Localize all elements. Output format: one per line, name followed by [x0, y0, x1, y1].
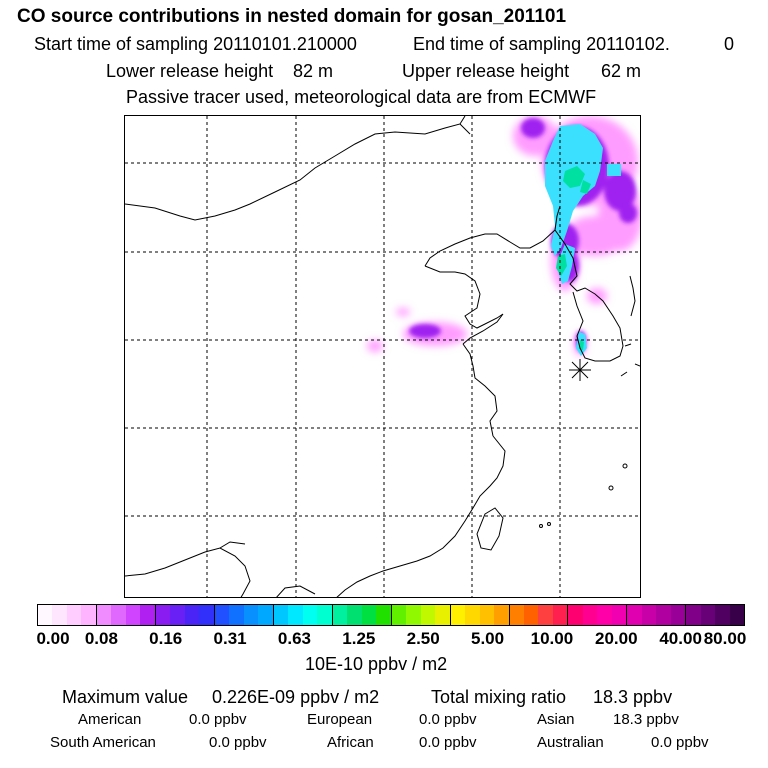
- colorbar-segment: [686, 605, 701, 625]
- colorbar-tick-label: 2.50: [406, 629, 440, 648]
- end-time-label: End time of sampling 20110102.: [413, 34, 670, 54]
- colorbar-segment: [243, 605, 259, 625]
- colorbar-segment: [627, 605, 642, 625]
- colorbar-segment: [670, 605, 687, 625]
- colorbar-segment: [302, 605, 318, 625]
- colorbar-tick-label: 5.00: [470, 629, 505, 648]
- page-title: CO source contributions in nested domain…: [17, 6, 567, 27]
- colorbar-tick-label: 40.00: [659, 629, 702, 648]
- colorbar-segment: [729, 605, 745, 625]
- upper-release-label: Upper release height: [402, 61, 570, 81]
- colorbar-segment: [317, 605, 333, 625]
- colorbar-segment: [568, 605, 583, 625]
- colorbar-segment: [376, 605, 392, 625]
- tracer-note: Passive tracer used, meteorological data…: [126, 87, 597, 107]
- start-time-label: Start time of sampling 20110101.210000: [34, 34, 357, 54]
- asian-value: 18.3 ppbv: [613, 711, 679, 728]
- total-mixing-value: 18.3 ppbv: [593, 687, 673, 707]
- american-label: American: [78, 711, 142, 728]
- colorbar-segment: [66, 605, 82, 625]
- lower-release-label: Lower release height: [106, 61, 274, 81]
- colorbar-segment: [170, 605, 185, 625]
- max-value: 0.226E-09 ppbv / m2: [212, 687, 380, 707]
- colorbar-segment: [435, 605, 451, 625]
- concentration-plume: [367, 116, 640, 356]
- colorbar-tick-label: 0.00: [36, 629, 70, 648]
- colorbar-segment: [582, 605, 598, 625]
- colorbar-segment: [288, 605, 303, 625]
- colorbar-segment: [81, 605, 97, 625]
- colorbar-segment: [140, 605, 156, 625]
- colorbar-segment: [494, 605, 510, 625]
- colorbar-segment: [273, 605, 289, 625]
- colorbar-segment: [597, 605, 612, 625]
- colorbar-segment: [38, 605, 53, 625]
- colorbar-segment: [656, 605, 671, 625]
- colorbar-tick-label: 0.31: [213, 629, 247, 648]
- colorbar-segment: [552, 605, 569, 625]
- colorbar: [37, 604, 745, 626]
- colorbar-segment: [361, 605, 377, 625]
- colorbar-tick-label: 80.00: [703, 629, 747, 648]
- colorbar-segment: [347, 605, 362, 625]
- receptor-star-marker: [569, 359, 591, 381]
- colorbar-segment: [214, 605, 230, 625]
- map-gridlines: [125, 116, 640, 597]
- european-value: 0.0 ppbv: [419, 711, 477, 728]
- colorbar-segment: [332, 605, 348, 625]
- european-label: European: [307, 711, 373, 728]
- colorbar-tick-label: 0.08: [84, 629, 118, 648]
- map-canvas: [125, 116, 640, 597]
- lower-release-value: 82 m: [293, 61, 334, 81]
- colorbar-unit-label: 10E-10 ppbv / m2: [305, 654, 448, 674]
- colorbar-segment: [155, 605, 171, 625]
- colorbar-segment: [538, 605, 553, 625]
- african-value: 0.0 ppbv: [419, 734, 477, 751]
- australian-value: 0.0 ppbv: [651, 734, 709, 751]
- end-time-value: 0: [724, 34, 735, 54]
- colorbar-segment: [715, 605, 730, 625]
- colorbar-segment: [184, 605, 200, 625]
- asian-label: Asian: [537, 711, 575, 728]
- african-label: African: [327, 734, 374, 751]
- colorbar-segment: [700, 605, 716, 625]
- colorbar-segment: [125, 605, 141, 625]
- max-value-label: Maximum value: [62, 687, 189, 707]
- colorbar-tick-label: 20.00: [594, 629, 638, 648]
- coastlines: [125, 116, 640, 597]
- colorbar-tick-label: 1.25: [342, 629, 376, 648]
- colorbar-segment: [229, 605, 244, 625]
- colorbar-tick-label: 0.63: [277, 629, 311, 648]
- upper-release-value: 62 m: [601, 61, 642, 81]
- colorbar-segment: [509, 605, 524, 625]
- colorbar-segment: [96, 605, 112, 625]
- colorbar-segment: [391, 605, 407, 625]
- colorbar-segment: [641, 605, 657, 625]
- total-mixing-label: Total mixing ratio: [431, 687, 567, 707]
- colorbar-segment: [111, 605, 126, 625]
- colorbar-tick-label: 10.00: [530, 629, 574, 648]
- australian-label: Australian: [537, 734, 604, 751]
- colorbar-segment: [465, 605, 480, 625]
- colorbar-segment: [258, 605, 274, 625]
- colorbar-segment: [479, 605, 495, 625]
- south-american-label: South American: [50, 734, 156, 751]
- source-contribution-map: [124, 115, 641, 598]
- colorbar-tick-label: 0.16: [149, 629, 183, 648]
- colorbar-segment: [611, 605, 628, 625]
- colorbar-segment: [420, 605, 436, 625]
- colorbar-segment: [523, 605, 539, 625]
- colorbar-segment: [450, 605, 466, 625]
- american-value: 0.0 ppbv: [189, 711, 247, 728]
- south-american-value: 0.0 ppbv: [209, 734, 267, 751]
- colorbar-segment: [52, 605, 67, 625]
- colorbar-segment: [199, 605, 215, 625]
- colorbar-segment: [406, 605, 421, 625]
